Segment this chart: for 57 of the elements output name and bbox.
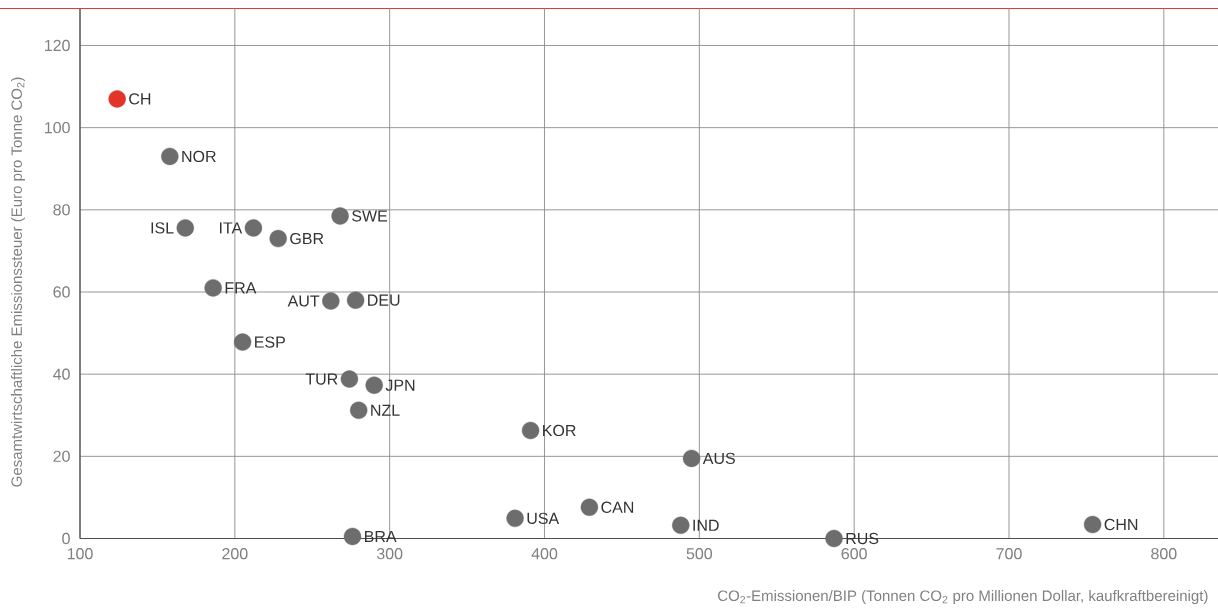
- point: [521, 421, 540, 440]
- point: [331, 207, 349, 225]
- annotation: CHN: [1104, 518, 1138, 531]
- annotation: NOR: [182, 150, 216, 163]
- point: [580, 498, 599, 516]
- point: [346, 291, 365, 309]
- annotation: AUS: [702, 452, 735, 465]
- annotation: ITA: [219, 222, 243, 234]
- point: [365, 376, 383, 394]
- annotation: ISL: [151, 222, 174, 234]
- x-tick-label: 700: [996, 548, 1022, 560]
- y-tick-label: 20: [53, 450, 70, 462]
- point: [161, 147, 179, 166]
- annotation: NZL: [371, 404, 400, 416]
- point: [506, 509, 524, 528]
- annotation: FRA: [225, 282, 257, 294]
- point: [350, 401, 368, 420]
- annotation: DEU: [368, 294, 400, 306]
- point: [682, 449, 701, 468]
- point: [176, 219, 194, 237]
- annotation: TUR: [305, 373, 338, 385]
- annotation: USA: [527, 512, 560, 525]
- point: [343, 527, 362, 546]
- x-tick-label: 800: [1151, 548, 1177, 560]
- point: [204, 279, 222, 297]
- x-tick-label: 100: [67, 548, 93, 560]
- x-tick-label: 300: [376, 548, 403, 560]
- point: [108, 90, 126, 108]
- x-axis-title: CO$_{2}$-Emissionen/BIP (Tonnen CO$_{2}$ pro Millionen Dollar, kaufkraftbereinigt): [718, 590, 1208, 604]
- point: [269, 229, 287, 248]
- annotation: AUT: [287, 295, 320, 307]
- annotation: ESP: [255, 336, 285, 348]
- y-tick-label: 120: [45, 39, 70, 52]
- annotation: IND: [693, 519, 719, 531]
- point: [1083, 515, 1102, 534]
- x-tick-label: 200: [222, 548, 248, 560]
- y-tick-label: 80: [53, 204, 70, 216]
- x-tick-label: 600: [841, 548, 867, 560]
- point: [233, 333, 252, 351]
- point: [322, 292, 340, 310]
- y-tick-label: 0: [62, 532, 70, 545]
- annotation: SWE: [352, 210, 388, 222]
- annotation: CH: [129, 93, 151, 105]
- point: [244, 219, 263, 237]
- annotation: KOR: [543, 424, 576, 437]
- y-tick-label: 40: [53, 368, 70, 380]
- point: [672, 516, 690, 535]
- point: [825, 529, 843, 548]
- point: [340, 370, 359, 388]
- y-tick-label: 60: [53, 286, 70, 298]
- annotation: JPN: [385, 379, 415, 391]
- annotation: CAN: [601, 501, 634, 513]
- annotation: GBR: [290, 232, 324, 245]
- x-tick-label: 500: [686, 548, 713, 560]
- y-axis-title: Gesamtwirtschaftliche Emissionssteuer (Euro pro Tonne CO$_{2}$): [10, 77, 25, 487]
- x-tick-label: 400: [531, 548, 558, 560]
- y-tick-label: 100: [45, 121, 70, 134]
